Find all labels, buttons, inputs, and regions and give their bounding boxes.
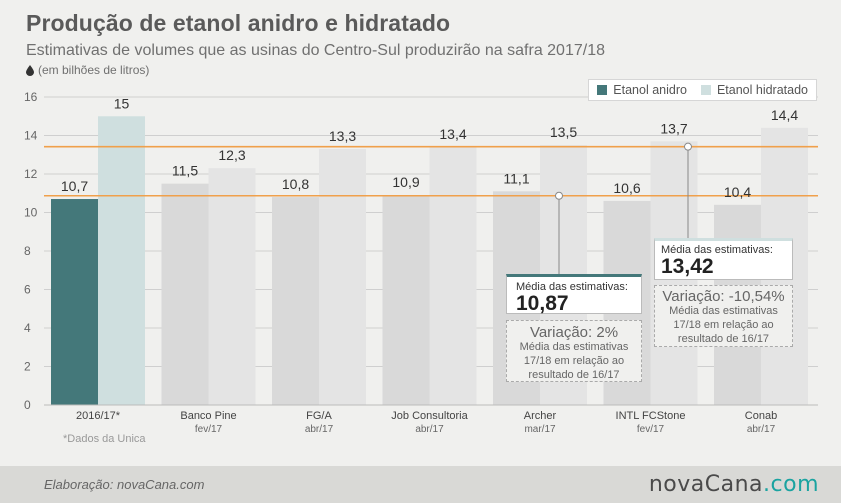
y-tick-label: 4 (24, 321, 31, 335)
legend-swatch-hidratado (700, 85, 711, 95)
callout-hidratado-value: 13,42 (661, 255, 714, 278)
x-tick-label: INTL FCStone (616, 410, 686, 422)
data-label: 11,5 (172, 163, 198, 179)
callout-hidratado-average: Média das estimativas: 13,42 (654, 238, 793, 280)
data-label: 11,1 (503, 170, 529, 186)
chart-title: Produção de etanol anidro e hidratado (26, 10, 451, 36)
bar-anidro (382, 195, 430, 405)
axes: 0 2 4 6 8 10 12 14 16 2016/17* Banco Pine fev/17 FG/… (24, 90, 818, 435)
data-label: 12,3 (218, 147, 245, 163)
data-label: 10,8 (282, 176, 309, 192)
y-tick-label: 16 (24, 90, 38, 104)
data-label: 15 (114, 95, 130, 111)
data-label: 10,6 (613, 180, 640, 196)
data-label: 10,7 (61, 178, 88, 194)
y-tick-label: 2 (24, 360, 31, 374)
bar-hidratado (208, 168, 256, 405)
unit-text: (em bilhões de litros) (38, 63, 150, 77)
callout-anidro-label: Média das estimativas: (516, 281, 628, 293)
data-label: 13,7 (660, 120, 687, 136)
x-tick-date: mar/17 (524, 424, 556, 435)
legend-swatch-anidro (597, 85, 608, 95)
bar-hidratado (429, 147, 477, 406)
data-label: 14,4 (771, 107, 798, 123)
chart-subtitle: Estimativas de volumes que as usinas do … (26, 42, 605, 59)
y-tick-label: 14 (24, 129, 38, 143)
callout-hidratado-label: Média das estimativas: (661, 244, 773, 256)
footer-credit: Elaboração: novaCana.com (44, 477, 205, 492)
data-label: 13,3 (329, 128, 356, 144)
bar-hidratado (319, 148, 366, 405)
y-tick-label: 0 (24, 398, 31, 412)
variation-anidro-text-3: resultado de 16/17 (528, 368, 620, 381)
y-tick-label: 6 (24, 283, 31, 297)
data-label: 10,9 (392, 174, 419, 190)
brand-logo: novaCana.com (649, 472, 819, 497)
variation-hidratado-text-3: resultado de 16/17 (677, 332, 770, 345)
bar-anidro (272, 197, 319, 405)
footer: Elaboração: novaCana.com novaCana.com (0, 466, 841, 503)
y-tick-label: 12 (24, 167, 38, 181)
brand-main: novaCana (648, 472, 764, 497)
variation-hidratado: Variação: -10,54% Média das estimativas … (654, 285, 793, 347)
callout-anidro-value: 10,87 (516, 292, 569, 315)
legend-label-hidratado: Etanol hidratado (716, 83, 808, 97)
legend-label-anidro: Etanol anidro (613, 83, 687, 97)
variation-anidro-text-2: 17/18 em relação ao (523, 354, 625, 367)
callout-leaders (555, 142, 692, 274)
data-labels: 10,7 15 11,5 12,3 10,8 13,3 10,9 13,4 11,1 13,5 10… (61, 95, 798, 200)
bar-anidro (161, 183, 209, 405)
variation-anidro-title: Variação: 2% (529, 324, 619, 341)
source-note: *Dados da Unica (63, 433, 146, 445)
variation-hidratado-text-2: 17/18 em relação ao (673, 318, 774, 331)
callout-anidro-average: Média das estimativas: 10,87 (506, 274, 642, 315)
leader-anidro-dot (555, 191, 563, 200)
y-tick-label: 10 (24, 206, 38, 220)
y-tick-label: 8 (24, 244, 31, 258)
data-label: 13,4 (439, 126, 466, 142)
x-tick-date: abr/17 (747, 424, 776, 435)
x-tick-label: Job Consultoria (391, 410, 468, 422)
x-tick-date: fev/17 (637, 424, 665, 435)
bar-anidro (51, 199, 98, 405)
drop-icon (26, 64, 34, 76)
bar-hidratado (98, 116, 145, 405)
variation-hidratado-text-1: Média das estimativas (669, 305, 778, 317)
x-tick-label: 2016/17* (76, 410, 121, 422)
variation-hidratado-title: Variação: -10,54% (662, 288, 785, 305)
variation-anidro-text-1: Média das estimativas (519, 341, 629, 353)
x-tick-label: Banco Pine (180, 410, 236, 422)
data-label: 10,4 (724, 184, 751, 200)
x-tick-label: Archer (524, 410, 557, 422)
legend-item-anidro: Etanol anidro (597, 83, 687, 97)
x-tick-date: abr/17 (305, 424, 334, 435)
x-tick-label: Conab (745, 410, 777, 422)
brand-suffix: .com (763, 472, 819, 497)
x-tick-date: fev/17 (195, 424, 223, 435)
data-label: 13,5 (550, 124, 577, 140)
variation-anidro: Variação: 2% Média das estimativas 17/18… (506, 320, 642, 382)
x-tick-date: abr/17 (415, 424, 444, 435)
legend-item-hidratado: Etanol hidratado (700, 83, 808, 97)
x-tick-label: FG/A (306, 410, 332, 422)
unit-label: (em bilhões de litros) (26, 63, 149, 77)
leader-hidratado-dot (684, 142, 692, 151)
legend: Etanol anidro Etanol hidratado (588, 79, 817, 101)
